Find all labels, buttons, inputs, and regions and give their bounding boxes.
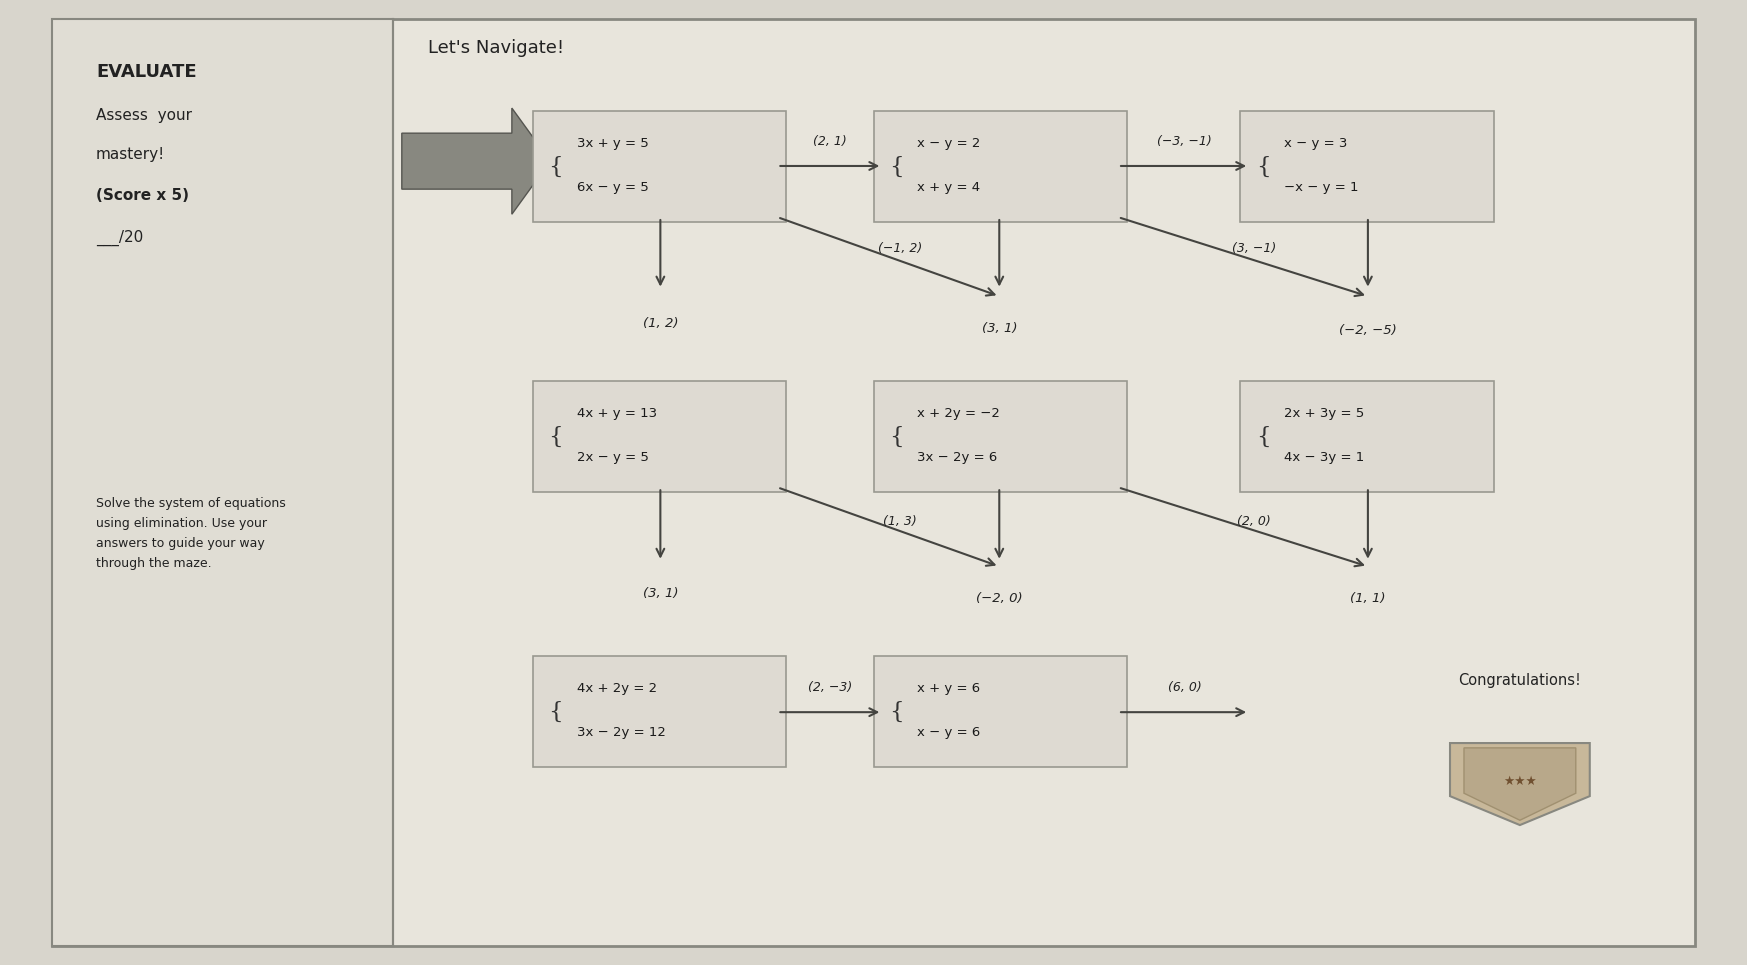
Text: x + 2y = −2: x + 2y = −2 [917,407,999,420]
Text: −x − y = 1: −x − y = 1 [1284,181,1359,194]
Text: x + y = 4: x + y = 4 [917,181,980,194]
Text: {: { [1256,155,1270,178]
Text: x − y = 3: x − y = 3 [1284,137,1347,150]
Text: (3, 1): (3, 1) [643,587,678,600]
Text: 4x + 2y = 2: 4x + 2y = 2 [577,682,657,695]
FancyBboxPatch shape [533,381,786,492]
Text: x − y = 6: x − y = 6 [917,727,980,739]
Text: x + y = 6: x + y = 6 [917,682,980,695]
Text: 2x + 3y = 5: 2x + 3y = 5 [1284,407,1364,420]
Text: {: { [549,155,563,178]
Text: Solve the system of equations
using elimination. Use your
answers to guide your : Solve the system of equations using elim… [96,497,287,570]
Text: (1, 3): (1, 3) [882,514,917,528]
Text: 3x − 2y = 12: 3x − 2y = 12 [577,727,666,739]
FancyBboxPatch shape [52,19,393,946]
Text: ★★★: ★★★ [1502,775,1537,788]
Text: (3, 1): (3, 1) [982,321,1017,335]
FancyBboxPatch shape [874,381,1127,492]
Text: (3, −1): (3, −1) [1232,242,1277,256]
FancyBboxPatch shape [533,656,786,767]
FancyBboxPatch shape [1240,111,1494,222]
FancyBboxPatch shape [874,111,1127,222]
FancyBboxPatch shape [874,656,1127,767]
Text: {: { [889,701,903,723]
Text: (1, 1): (1, 1) [1350,592,1385,605]
Text: {: { [549,701,563,723]
Text: Assess  your: Assess your [96,108,192,124]
Text: 3x − 2y = 6: 3x − 2y = 6 [917,452,998,464]
Text: 6x − y = 5: 6x − y = 5 [577,181,648,194]
Text: (1, 2): (1, 2) [643,317,678,330]
FancyBboxPatch shape [52,19,1695,946]
Text: {: { [1256,426,1270,448]
Text: {: { [889,426,903,448]
Text: {: { [549,426,563,448]
Text: (2, 1): (2, 1) [812,135,847,149]
Text: (2, −3): (2, −3) [807,680,853,694]
Polygon shape [1450,743,1590,825]
Text: x − y = 2: x − y = 2 [917,137,980,150]
Text: Let's Navigate!: Let's Navigate! [428,39,564,57]
FancyBboxPatch shape [533,111,786,222]
Text: (−1, 2): (−1, 2) [877,242,922,256]
Text: 4x + y = 13: 4x + y = 13 [577,407,657,420]
Text: (−2, −5): (−2, −5) [1338,323,1398,337]
Polygon shape [1464,748,1576,820]
Text: {: { [889,155,903,178]
Text: 3x + y = 5: 3x + y = 5 [577,137,648,150]
Text: ___/20: ___/20 [96,230,143,246]
Text: 2x − y = 5: 2x − y = 5 [577,452,648,464]
Text: (−2, 0): (−2, 0) [977,592,1022,605]
Text: (Score x 5): (Score x 5) [96,188,189,204]
Text: (6, 0): (6, 0) [1167,680,1202,694]
Text: Congratulations!: Congratulations! [1459,673,1581,688]
Text: 4x − 3y = 1: 4x − 3y = 1 [1284,452,1364,464]
Text: mastery!: mastery! [96,147,166,162]
Text: EVALUATE: EVALUATE [96,63,197,81]
Text: (2, 0): (2, 0) [1237,514,1272,528]
Text: (−3, −1): (−3, −1) [1157,135,1212,149]
FancyBboxPatch shape [1240,381,1494,492]
Polygon shape [402,108,550,214]
